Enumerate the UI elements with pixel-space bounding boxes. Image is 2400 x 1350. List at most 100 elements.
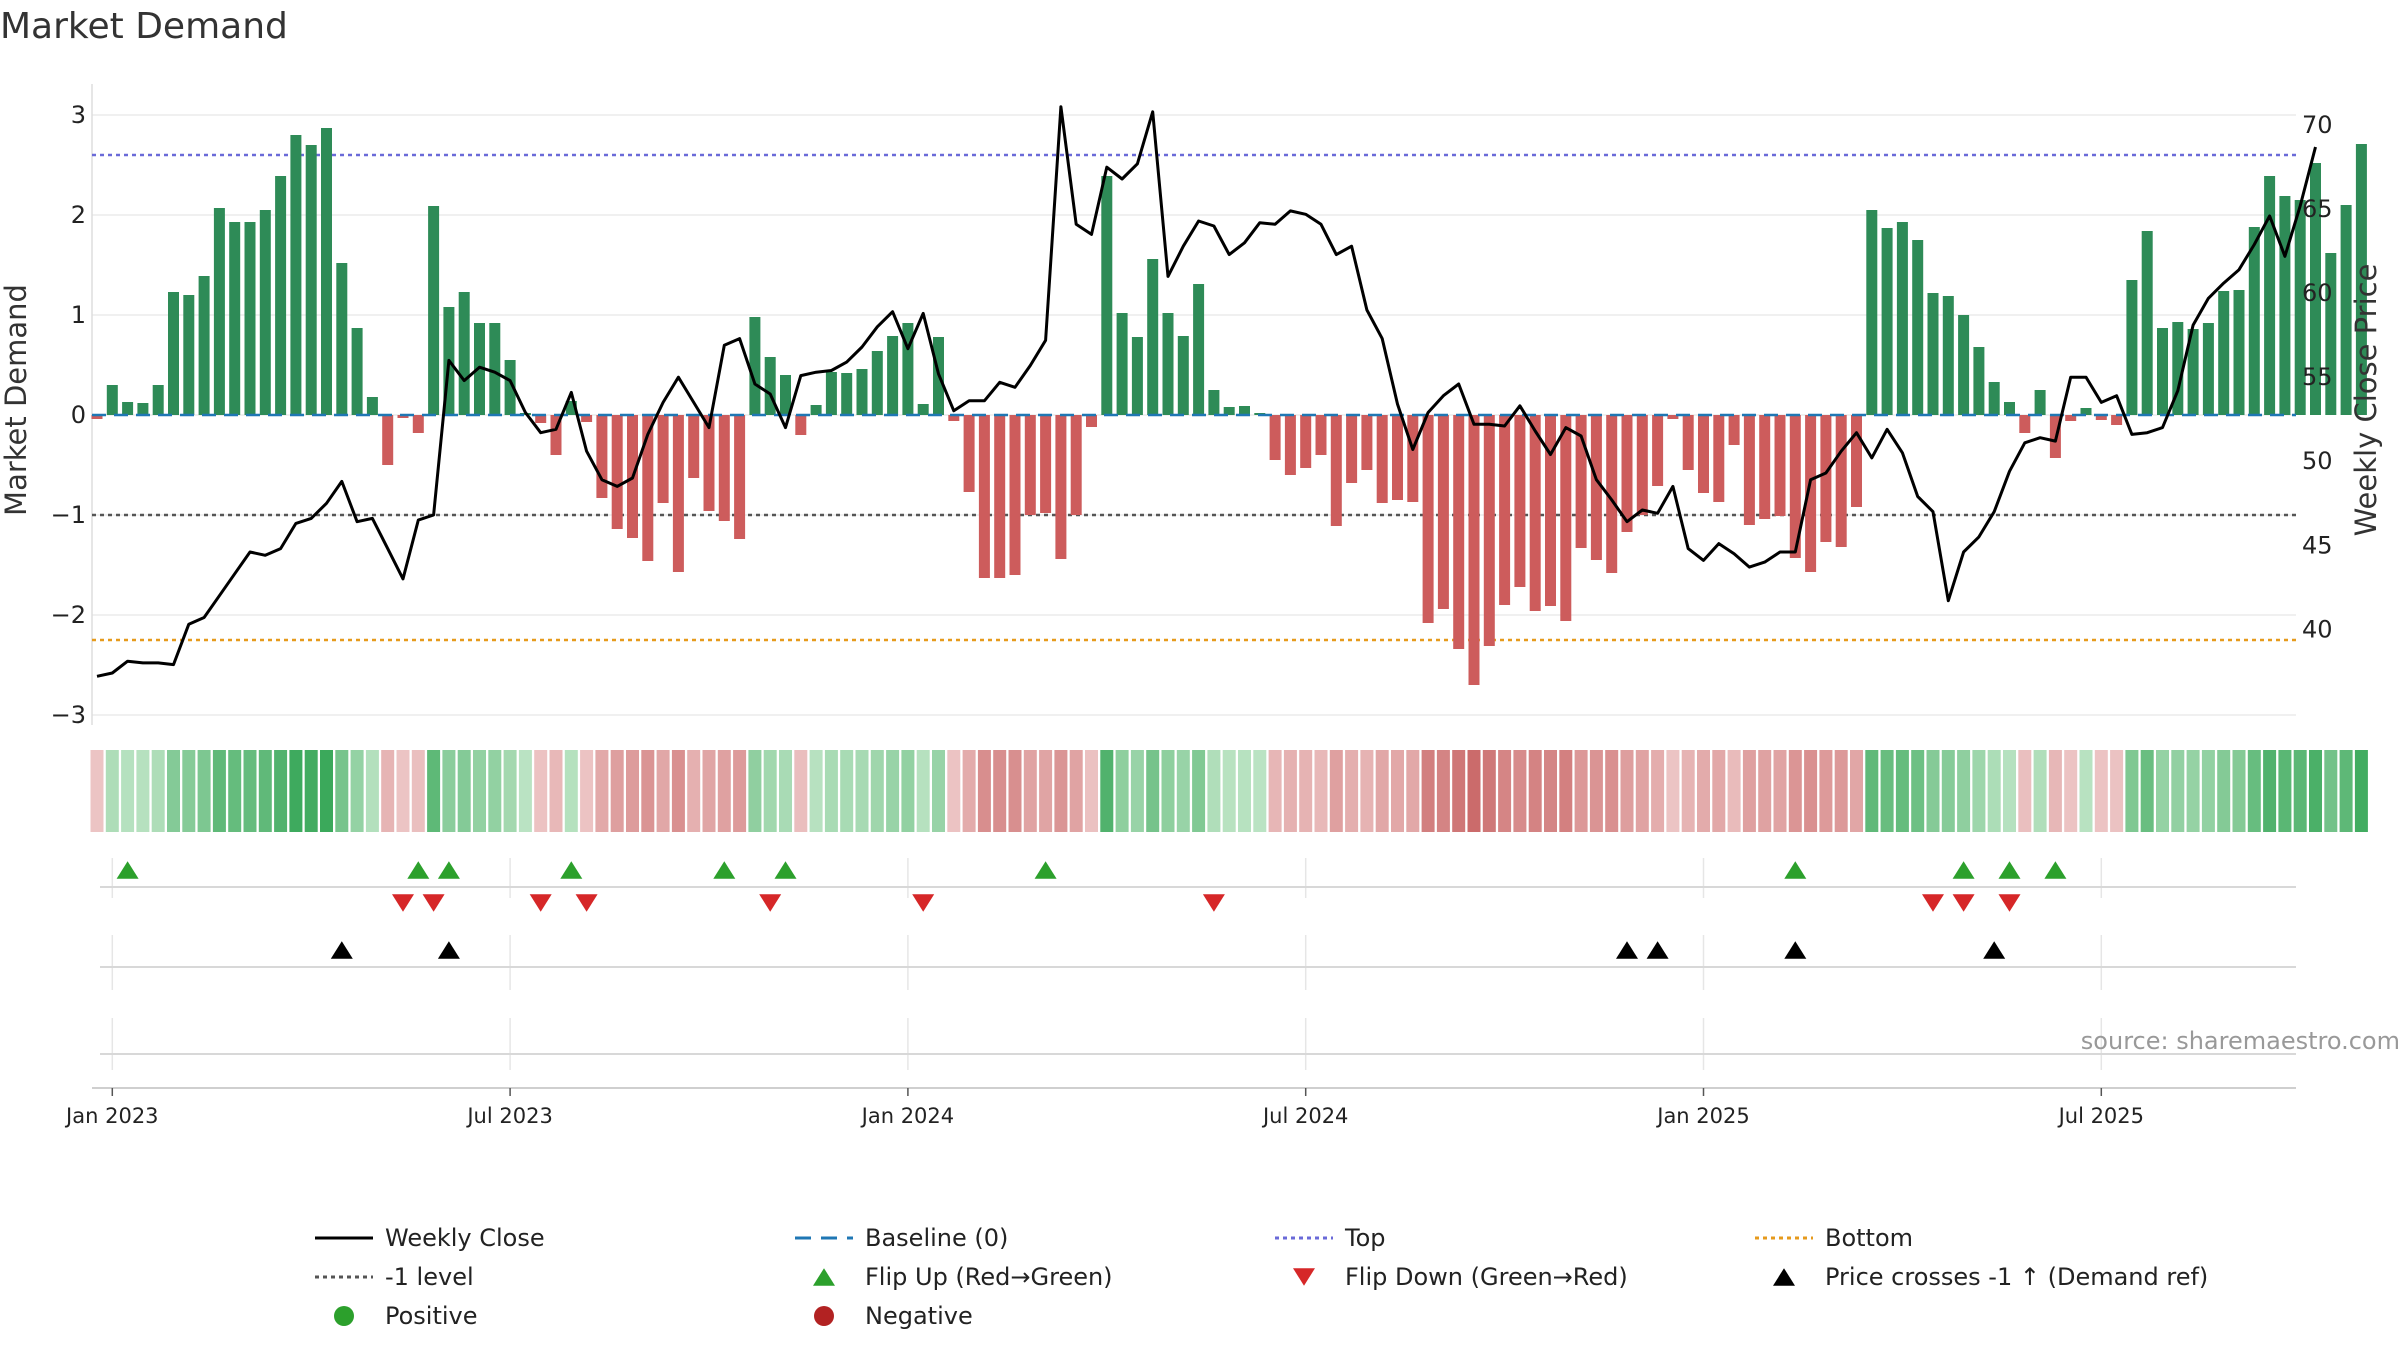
negative-demand-bar [91,415,103,419]
positive-demand-bar [2264,176,2276,415]
positive-demand-bar [1942,296,1954,415]
demand-bars [91,128,2367,685]
right-tick-label: 70 [2302,111,2333,139]
left-tick-label: 2 [71,201,86,229]
heat-cell-positive [488,750,502,832]
date-tick-label: Jul 2024 [1261,1104,1348,1128]
negative-demand-bar [1743,415,1755,525]
heat-cell-negative [794,750,808,832]
negative-demand-bar [1667,415,1679,419]
heat-cell-positive [1253,750,1267,832]
heat-cell-positive [1161,750,1175,832]
legend-label: Baseline (0) [865,1224,1008,1252]
legend-label: Flip Down (Green→Red) [1345,1263,1628,1291]
positive-demand-bar [841,373,853,415]
flip-down-marker [759,894,782,912]
heat-cell-negative [2110,750,2124,832]
heat-cell-negative [1085,750,1098,832]
heat-cell-positive [228,750,242,832]
flip-down-marker [1202,894,1225,912]
legend-item: Baseline (0) [795,1224,1008,1252]
negative-demand-bar [1820,415,1832,542]
negative-demand-bar [1652,415,1664,486]
positive-demand-bar [2233,290,2245,415]
date-tick-label: Jul 2025 [2057,1104,2144,1128]
heat-cell-negative [993,750,1007,832]
heat-cell-negative [1406,750,1420,832]
heat-cell-positive [1941,750,1955,832]
left-tick-label: 1 [71,301,86,329]
legend-item: Flip Down (Green→Red) [1293,1263,1628,1291]
price-cross-marker [1616,941,1638,959]
positive-demand-bar [810,405,822,415]
heat-cell-negative [1804,750,1818,832]
heat-cell-negative [411,750,425,832]
positive-demand-bar [458,292,470,415]
flip-up-marker [1998,861,2021,879]
heat-cell-negative [1742,750,1756,832]
heat-cell-positive [1987,750,2001,832]
heat-cell-negative [1712,750,1726,832]
heat-cell-negative [2094,750,2108,832]
negative-demand-bar [550,415,562,455]
negative-demand-bar [1560,415,1572,621]
negative-demand-bar [718,415,730,521]
legend-label: Positive [385,1302,478,1330]
negative-demand-bar [1453,415,1465,649]
heat-cell-negative [1268,750,1282,832]
positive-demand-bar [780,375,791,415]
heat-cell-negative [702,750,716,832]
heat-cell-negative [1329,750,1343,832]
negative-demand-bar [581,415,593,422]
date-tick-label: Jan 2025 [1655,1104,1750,1128]
heat-cell-negative [1482,750,1496,832]
heat-cell-negative [1069,750,1083,832]
negative-demand-bar [1682,415,1694,470]
negative-demand-bar [1055,415,1067,559]
heat-cell-negative [1574,750,1588,832]
heat-cell-negative [1375,750,1389,832]
heat-cell-negative [1834,750,1848,832]
negative-demand-bar [1284,415,1296,475]
positive-demand-bar [504,360,516,415]
flip-down-marker [1922,894,1944,912]
heat-cell-negative [641,750,655,832]
heat-cell-positive [748,750,762,832]
price-cross-marker [437,941,460,959]
heat-cell-negative [947,750,961,832]
heat-cell-positive [1865,750,1879,832]
heat-cell-negative [1635,750,1649,832]
heat-cell-negative [1314,750,1328,832]
heat-cell-positive [886,750,900,832]
positive-demand-bar [1866,210,1878,415]
legend-label: Weekly Close [385,1224,545,1252]
price-cross-marker [1646,941,1669,959]
heat-cell-positive [1130,750,1144,832]
heat-cell-negative [1620,750,1634,832]
negative-demand-bar [703,415,715,511]
date-tick-label: Jan 2023 [64,1104,159,1128]
heat-cell-negative [580,750,594,832]
left-tick-label: 3 [71,101,86,129]
heat-cell-positive [2079,750,2093,832]
flip-up-marker [116,861,139,879]
negative-demand-bar [1070,415,1082,515]
heat-cell-positive [779,750,792,832]
date-tick-label: Jan 2024 [860,1104,955,1128]
heat-cell-positive [2278,750,2292,832]
negative-demand-bar [1789,415,1801,558]
heat-cell-positive [136,750,150,832]
flip-down-marker [912,894,935,912]
legend-marker-circle [814,1306,834,1326]
negative-demand-bar [1392,415,1403,500]
heat-cell-positive [503,750,517,832]
heat-cell-positive [2293,750,2307,832]
heat-cell-negative [2018,750,2032,832]
flip-up-marker [407,861,430,879]
negative-demand-bar [978,415,990,578]
negative-demand-bar [1361,415,1373,470]
weekly-close-line [96,105,2317,678]
negative-demand-bar [1759,415,1771,519]
flip-up-marker [437,861,460,879]
heat-cell-positive [916,750,930,832]
